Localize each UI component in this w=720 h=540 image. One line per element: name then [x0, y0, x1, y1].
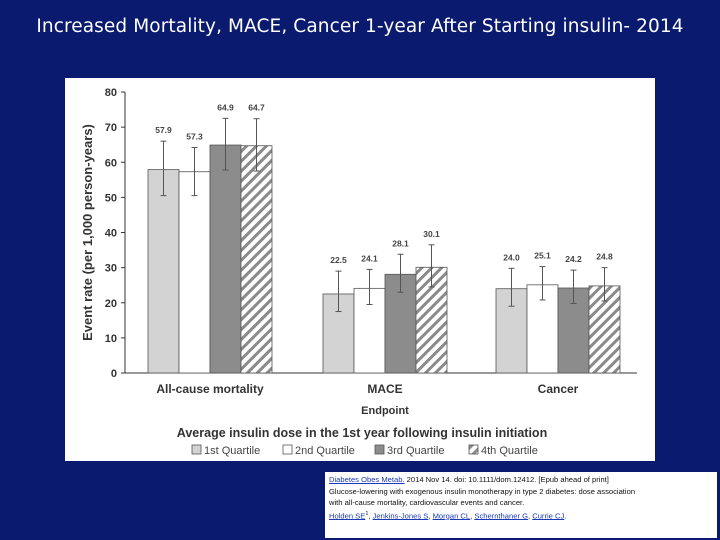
y-tick-label: 80 [105, 87, 117, 99]
data-label: 28.1 [392, 238, 409, 248]
y-tick-label: 40 [105, 228, 117, 240]
data-label: 24.1 [361, 253, 378, 263]
author-list: Holden SE1, Jenkins-Jones S, Morgan CL, … [329, 509, 713, 522]
bar [147, 169, 180, 374]
y-tick-label: 0 [111, 368, 117, 380]
y-tick-label: 30 [105, 263, 117, 275]
data-label: 57.3 [186, 131, 203, 141]
data-label: 25.1 [534, 251, 551, 261]
bar-chart: 57.9 57.3 64.9 64.7 22.5 24.1 28.1 30.1 24.0 25.1… [80, 87, 637, 457]
x-tick-label: Cancer [538, 382, 579, 396]
author-link[interactable]: Jenkins-Jones S [372, 511, 429, 521]
author-separator: , [470, 511, 475, 521]
bar [240, 145, 273, 374]
article-title-line-2: with all-cause mortality, cardiovascular… [329, 498, 525, 507]
y-axis-title: Event rate (per 1,000 person-years) [80, 124, 95, 341]
author-separator: , [368, 511, 373, 521]
chart-title: Average insulin dose in the 1st year fol… [177, 426, 547, 440]
data-label: 24.2 [565, 254, 582, 264]
slide-title: Increased Mortality, MACE, Cancer 1-year… [36, 16, 684, 37]
citation-ref: 2014 Nov 14. doi: 10.1111/dom.12412. [Ep… [404, 475, 609, 484]
y-tick-label: 60 [105, 157, 117, 169]
author-link[interactable]: Holden SE [329, 511, 366, 521]
author-link[interactable]: Morgan CL [432, 511, 471, 521]
x-tick-label: MACE [367, 382, 402, 396]
chart-panel: 57.9 57.3 64.9 64.7 22.5 24.1 28.1 30.1 24.0 25.1… [65, 78, 655, 461]
legend-swatch [468, 444, 479, 455]
legend-label: 1st Quartile [204, 445, 260, 457]
y-tick-label: 70 [105, 122, 117, 134]
data-label: 22.5 [330, 255, 347, 265]
data-label: 64.7 [248, 103, 265, 113]
author-link[interactable]: Currie CJ [532, 511, 565, 521]
author-separator: , [527, 511, 533, 521]
article-title-line-1: Glucose-lowering with exogenous insulin … [329, 486, 636, 496]
x-tick-label: All-cause mortality [156, 382, 264, 396]
y-tick-label: 20 [105, 298, 117, 310]
data-label: 24.0 [503, 252, 520, 262]
data-label: 64.9 [217, 102, 234, 112]
author-affiliation: 1 [365, 510, 369, 517]
legend-swatch [374, 444, 385, 455]
y-tick-label: 10 [105, 333, 117, 345]
citation-end: . [564, 511, 567, 521]
bar [178, 171, 211, 374]
author-link[interactable]: Schernthaner G [474, 511, 528, 521]
y-tick-label: 50 [105, 192, 117, 204]
legend-label: 4th Quartile [481, 445, 538, 457]
citation-box: Diabetes Obes Metab. 2014 Nov 14. doi: 1… [325, 472, 717, 538]
data-label: 57.9 [155, 125, 172, 135]
data-label: 24.8 [596, 252, 613, 262]
bar [209, 144, 242, 374]
journal-link[interactable]: Diabetes Obes Metab. [329, 475, 405, 484]
legend-label: 2nd Quartile [295, 445, 355, 457]
legend-swatch [191, 444, 202, 455]
data-label: 30.1 [423, 229, 440, 239]
x-axis-title: Endpoint [361, 405, 409, 417]
legend-label: 3rd Quartile [387, 445, 444, 457]
legend-swatch [282, 444, 293, 455]
author-separator: , [428, 511, 433, 521]
